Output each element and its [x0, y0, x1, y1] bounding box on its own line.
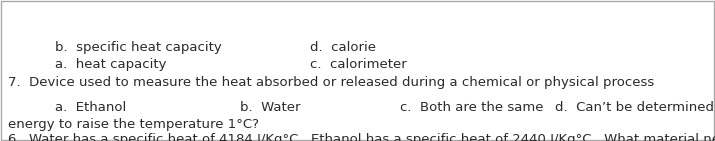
Text: b.  Water: b. Water	[240, 101, 300, 114]
Text: d.  calorie: d. calorie	[310, 41, 376, 54]
Text: energy to raise the temperature 1°C?: energy to raise the temperature 1°C?	[8, 118, 259, 131]
Text: c.  calorimeter: c. calorimeter	[310, 58, 407, 71]
Text: 7.  Device used to measure the heat absorbed or released during a chemical or ph: 7. Device used to measure the heat absor…	[8, 76, 654, 89]
Text: d.  Can’t be determined: d. Can’t be determined	[555, 101, 714, 114]
Text: a.  heat capacity: a. heat capacity	[55, 58, 167, 71]
Text: c.  Both are the same: c. Both are the same	[400, 101, 543, 114]
Text: b.  specific heat capacity: b. specific heat capacity	[55, 41, 222, 54]
Text: 6.  Water has a specific heat of 4184 J/Kg°C.  Ethanol has a specific heat of 24: 6. Water has a specific heat of 4184 J/K…	[8, 133, 715, 141]
Text: a.  Ethanol: a. Ethanol	[55, 101, 127, 114]
